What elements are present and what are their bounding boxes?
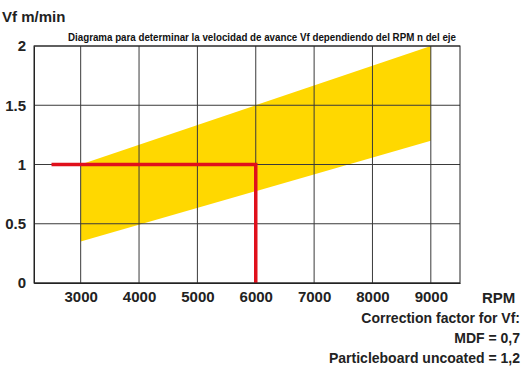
chart: 3000 4000 5000 6000 7000 8000 9000 0 0.5 1 1.5 2 Vf … <box>0 0 526 368</box>
title: Diagrama para determinar la velocidad de… <box>68 32 456 43</box>
y-tick: 1.5 <box>5 97 34 114</box>
x-tick: 4000 <box>123 283 156 305</box>
y-tick: 1 <box>18 156 34 173</box>
x-tick: 9000 <box>415 283 448 305</box>
x-axis: 3000 4000 5000 6000 7000 8000 9000 <box>35 283 461 305</box>
x-tick: 8000 <box>356 283 389 305</box>
reference-line <box>52 165 256 284</box>
annotation: Correction factor for Vf: <box>361 310 520 326</box>
x-axis-title: RPM <box>482 289 515 306</box>
x-tick-label: 6000 <box>240 288 273 305</box>
x-tick-label: 8000 <box>356 288 389 305</box>
y-tick: 0.5 <box>5 215 34 232</box>
grid-line-y <box>34 105 460 106</box>
annotation: Particleboard uncoated = 1,2 <box>329 350 520 366</box>
plot-lines <box>52 165 256 284</box>
y-tick: 0 <box>18 274 34 291</box>
y-tick-label: 0 <box>18 274 26 291</box>
y-tick-label: 0.5 <box>5 215 26 232</box>
x-tick-label: 7000 <box>298 288 331 305</box>
x-tick-label: 3000 <box>64 288 97 305</box>
x-tick: 5000 <box>181 283 214 305</box>
x-tick: 3000 <box>64 283 97 305</box>
x-tick-label: 5000 <box>181 288 214 305</box>
y-axis-line <box>34 47 35 284</box>
x-axis-line <box>35 283 461 284</box>
y-tick-label: 1 <box>18 156 26 173</box>
y-tick-label: 1.5 <box>5 97 26 114</box>
x-tick: 6000 <box>240 283 273 305</box>
x-tick: 7000 <box>298 283 331 305</box>
x-tick-label: 9000 <box>415 288 448 305</box>
annotation: MDF = 0,7 <box>454 330 520 346</box>
grid-line-y <box>34 223 460 224</box>
plot-background <box>34 46 460 283</box>
y-axis-title: Vf m/min <box>2 8 65 25</box>
y-axis: 0 0.5 1 1.5 2 <box>5 37 34 291</box>
y-tick-label: 2 <box>18 37 26 54</box>
plot-frame <box>34 46 460 283</box>
x-tick-label: 4000 <box>123 288 156 305</box>
y-tick: 2 <box>18 37 34 54</box>
grid <box>34 46 460 283</box>
